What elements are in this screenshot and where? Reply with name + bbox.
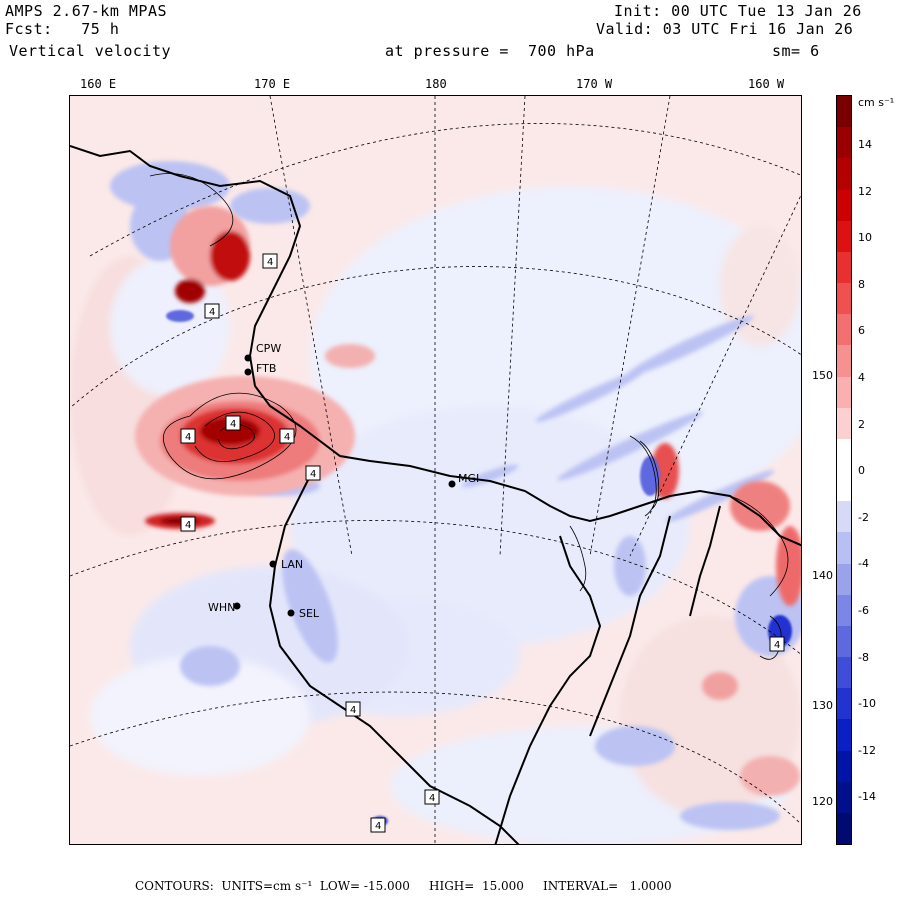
colorbar-tick-label: -6 xyxy=(858,604,869,617)
colorbar-segment xyxy=(837,96,851,128)
station-lan-marker xyxy=(269,560,277,568)
colorbar-segment xyxy=(837,220,851,253)
colorbar-segment xyxy=(837,750,851,783)
graticule xyxy=(70,96,801,844)
colorbar-segment xyxy=(837,376,851,409)
min-marker: 4 xyxy=(769,636,785,652)
station-sel-marker xyxy=(287,609,295,617)
pressure-level: at pressure = 700 hPa xyxy=(385,42,595,60)
lon-label-170w: 170 W xyxy=(576,77,613,91)
station-whn: WHN xyxy=(208,601,235,614)
min-marker: 4 xyxy=(370,817,386,833)
max-marker: 4 xyxy=(180,428,196,444)
colorbar-tick-label: -12 xyxy=(858,743,876,757)
colorbar-segment xyxy=(837,251,851,284)
svg-text:4: 4 xyxy=(350,705,356,716)
svg-text:4: 4 xyxy=(209,307,215,318)
colorbar-tick-label: 12 xyxy=(858,184,872,198)
station-lan: LAN xyxy=(281,558,303,571)
colorbar-segment xyxy=(837,438,851,471)
lon-label-170e: 170 E xyxy=(254,77,291,91)
model-title: AMPS 2.67-km MPAS xyxy=(5,2,168,20)
contour-info: CONTOURS: UNITS=cm s⁻¹ LOW= -15.000 HIGH… xyxy=(135,879,672,893)
station-cpw-marker xyxy=(244,354,252,362)
colorbar-segment xyxy=(837,501,851,533)
colorbar-segment xyxy=(837,532,851,564)
stations: CPW FTB LAN WHN SEL MGI xyxy=(208,342,479,620)
svg-text:4: 4 xyxy=(774,640,780,651)
colorbar-tick-label: 0 xyxy=(858,464,865,478)
min-marker: 4 xyxy=(345,701,361,717)
colorbar-tick-label: -2 xyxy=(858,510,869,524)
lon-label-180: 180 xyxy=(425,77,447,91)
colorbar-segment xyxy=(837,345,851,377)
max-marker: 4 xyxy=(204,303,220,319)
colorbar-segment xyxy=(837,283,851,315)
svg-text:4: 4 xyxy=(310,469,316,480)
field-name: Vertical velocity xyxy=(9,42,172,60)
coastline xyxy=(70,145,801,844)
colorbar-tick-label: 10 xyxy=(858,231,872,245)
colorbar-segment xyxy=(837,158,851,190)
colorbar-tick-label: -10 xyxy=(858,697,876,711)
station-ftb: FTB xyxy=(256,362,276,375)
colorbar-unit: cm s⁻¹ xyxy=(858,96,895,109)
colorbar-segment xyxy=(837,688,851,720)
svg-text:4: 4 xyxy=(230,419,236,430)
svg-text:4: 4 xyxy=(429,793,435,804)
colorbar-segment xyxy=(837,812,851,845)
highlow-markers: 4 4 4 4 4 4 4 4 4 4 4 xyxy=(180,253,785,833)
svg-text:4: 4 xyxy=(375,821,381,832)
colorbar-segment xyxy=(837,563,851,596)
smoothing: sm= 6 xyxy=(772,42,820,60)
station-ftb-marker xyxy=(244,368,252,376)
colorbar-tick-label: -4 xyxy=(858,557,869,571)
colorbar-segment xyxy=(837,594,851,627)
colorbar-segment xyxy=(837,314,851,346)
station-mgi: MGI xyxy=(458,472,479,485)
colorbar-segment xyxy=(837,625,851,658)
colorbar-segment xyxy=(837,719,851,751)
colorbar-tick-label: 2 xyxy=(858,417,865,431)
station-whn-marker xyxy=(233,602,241,610)
min-marker: 4 xyxy=(305,465,321,481)
svg-text:4: 4 xyxy=(185,520,191,531)
max-marker: 4 xyxy=(262,253,278,269)
init-time: Init: 00 UTC Tue 13 Jan 26 xyxy=(614,2,862,20)
max-marker: 4 xyxy=(225,415,241,431)
svg-text:4: 4 xyxy=(185,432,191,443)
map-panel: CPW FTB LAN WHN SEL MGI 4 4 4 4 4 4 4 4 … xyxy=(69,95,802,845)
colorbar-segment xyxy=(837,189,851,222)
map-svg: CPW FTB LAN WHN SEL MGI 4 4 4 4 4 4 4 4 … xyxy=(70,96,801,844)
max-marker: 4 xyxy=(279,428,295,444)
valid-time: Valid: 03 UTC Fri 16 Jan 26 xyxy=(596,20,854,38)
station-mgi-marker xyxy=(448,480,456,488)
colorbar-tick-label: 6 xyxy=(858,324,865,338)
colorbar-segment xyxy=(837,127,851,159)
forecast-hour: Fcst: 75 h xyxy=(5,20,120,38)
colorbar-segment xyxy=(837,781,851,814)
colorbar-tick-label: 8 xyxy=(858,277,865,291)
lon-label-160e: 160 E xyxy=(80,77,117,91)
svg-text:4: 4 xyxy=(267,257,273,268)
colorbar-tick-label: -8 xyxy=(858,650,869,664)
station-cpw: CPW xyxy=(256,342,281,355)
colorbar xyxy=(836,95,852,845)
colorbar-segment xyxy=(837,657,851,689)
colorbar-segment xyxy=(837,470,851,502)
lon-label-160w: 160 W xyxy=(748,77,785,91)
colorbar-tick-label: -14 xyxy=(858,790,876,804)
station-sel: SEL xyxy=(299,607,320,620)
svg-text:4: 4 xyxy=(284,432,290,443)
colorbar-tick-label: 4 xyxy=(858,371,865,384)
max-marker: 4 xyxy=(180,516,196,532)
colorbar-segment xyxy=(837,407,851,440)
min-marker: 4 xyxy=(424,789,440,805)
colorbar-tick-label: 14 xyxy=(858,138,872,151)
